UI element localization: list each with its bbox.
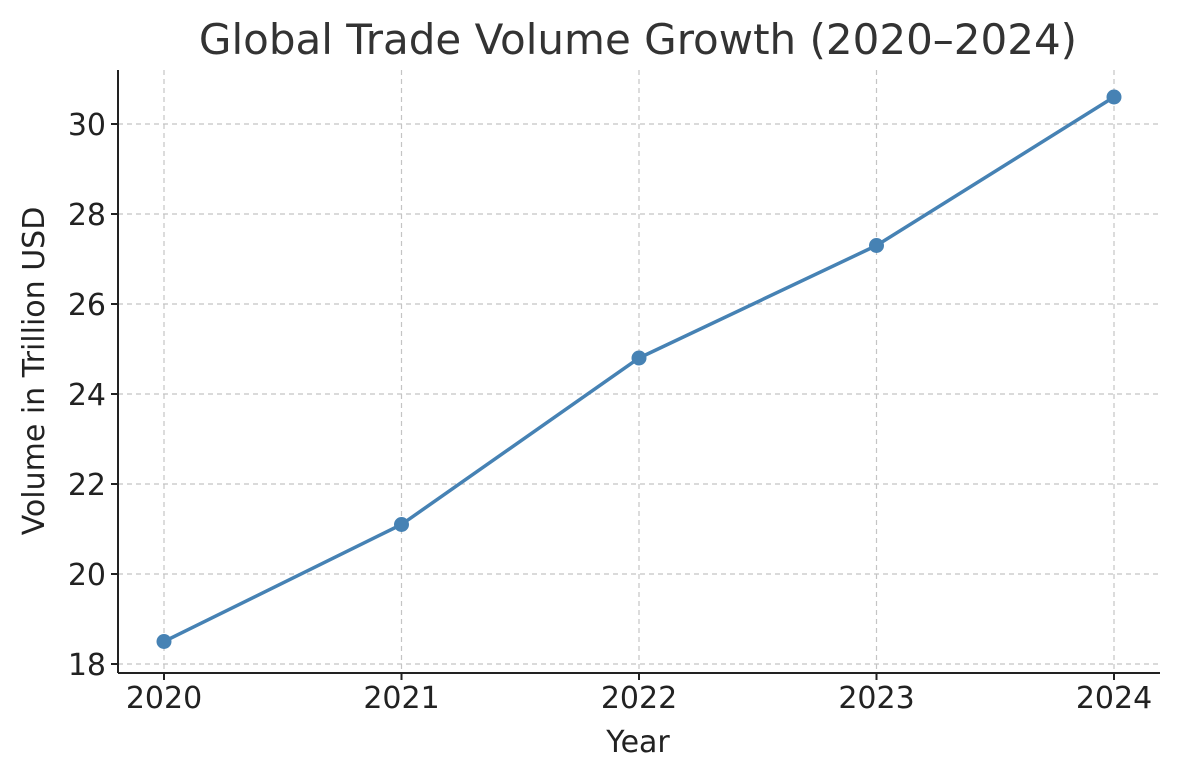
chart-title: Global Trade Volume Growth (2020–2024) bbox=[199, 15, 1077, 64]
y-tick-label-1: 20 bbox=[68, 558, 106, 593]
axes bbox=[111, 70, 1160, 680]
y-tick-label-4: 26 bbox=[68, 288, 106, 323]
series-layer bbox=[156, 89, 1122, 649]
y-tick-label-2: 22 bbox=[68, 468, 106, 503]
y-tick-label-6: 30 bbox=[68, 108, 106, 143]
data-point-2023 bbox=[869, 238, 884, 253]
data-point-2020 bbox=[156, 634, 172, 649]
y-tick-label-5: 28 bbox=[68, 198, 106, 233]
x-axis-label: Year bbox=[605, 725, 670, 760]
x-tick-label-2: 2022 bbox=[601, 681, 677, 716]
y-tick-label-0: 18 bbox=[68, 648, 106, 683]
grid-lines bbox=[118, 70, 1160, 673]
data-point-2021 bbox=[394, 517, 409, 532]
x-tick-label-1: 2021 bbox=[363, 681, 439, 716]
y-axis-label: Volume in Trillion USD bbox=[17, 207, 52, 536]
data-point-2024 bbox=[1106, 89, 1122, 105]
x-tick-label-0: 2020 bbox=[126, 681, 202, 716]
data-point-2022 bbox=[631, 350, 647, 366]
x-tick-label-4: 2024 bbox=[1076, 681, 1152, 716]
x-tick-label-3: 2023 bbox=[838, 681, 914, 716]
y-tick-label-3: 24 bbox=[68, 378, 106, 413]
